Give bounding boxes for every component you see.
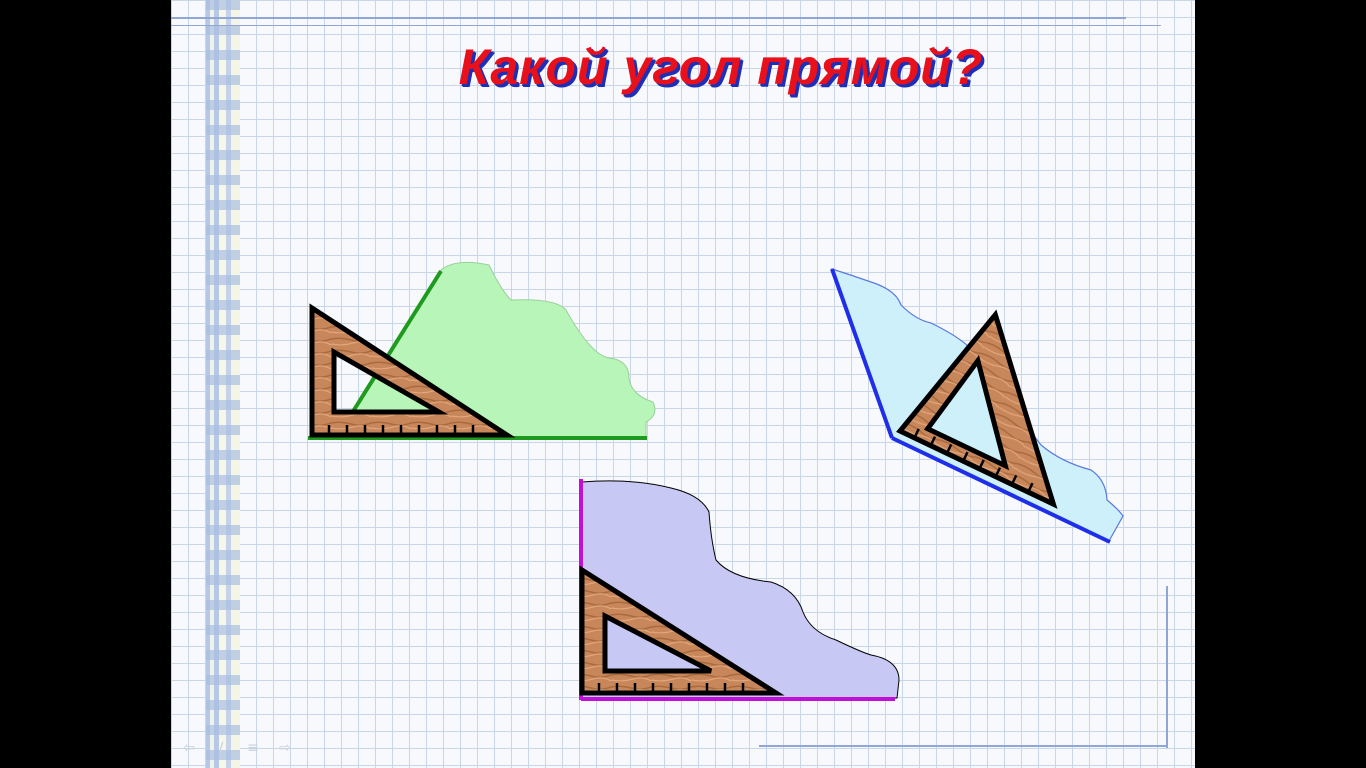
blue-angle-figure[interactable] (830, 268, 1124, 544)
slide-title: Какой угол прямой? (458, 39, 984, 95)
purple-angle-figure[interactable] (579, 479, 900, 701)
slide: Какой угол прямой? (171, 0, 1195, 768)
top-rule (171, 17, 1126, 19)
notebook-margin-strip (206, 0, 240, 768)
set-square-icon (309, 303, 516, 438)
top-rule-2 (171, 25, 1161, 26)
menu-icon[interactable]: ≡ (247, 740, 259, 756)
prev-arrow-icon[interactable]: ⇦ (183, 740, 195, 756)
slide-navigation: ⇦ ∕ ≡ ⇨ (179, 738, 295, 758)
purple-angle-region (581, 480, 900, 699)
pen-icon[interactable]: ∕ (218, 740, 224, 756)
right-rule (1166, 586, 1168, 748)
blue-angle-region (831, 268, 1124, 542)
green-angle-slanted-ray (335, 269, 443, 439)
green-angle-figure[interactable] (308, 261, 656, 440)
blue-angle-slanted-ray (830, 268, 894, 439)
blue-angle-base-ray (891, 436, 1111, 544)
figures-canvas (308, 261, 1124, 701)
set-square-icon (579, 565, 785, 696)
set-square-icon (896, 309, 1058, 509)
bottom-rule (759, 745, 1167, 747)
next-arrow-icon[interactable]: ⇨ (279, 740, 291, 756)
